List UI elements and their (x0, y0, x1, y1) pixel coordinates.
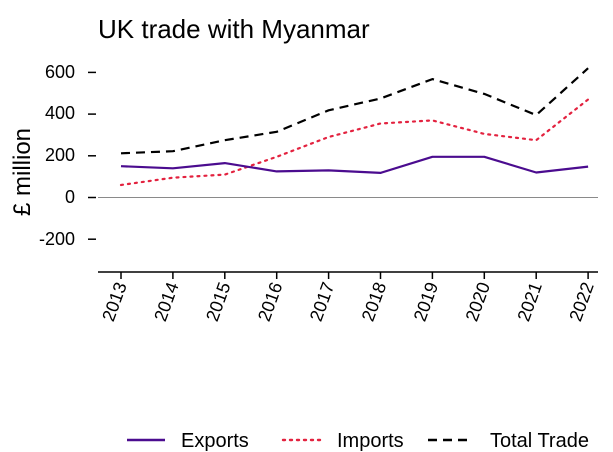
legend: Exports Imports Total Trade (127, 430, 589, 452)
x-tick-label: 2022 (565, 280, 597, 324)
x-tick-label: 2016 (254, 280, 286, 324)
x-tick-label: 2014 (150, 280, 182, 324)
legend-label-imports: Imports (337, 430, 404, 452)
x-tick-label: 2020 (462, 280, 494, 324)
series-line-exports (120, 155, 589, 174)
y-tick-label: 200 (45, 145, 75, 165)
series-line-total-trade (120, 67, 589, 155)
series-line-imports (119, 98, 590, 187)
y-tick-marks (88, 71, 96, 240)
chart-title: UK trade with Myanmar (98, 14, 370, 44)
y-tick-label: 400 (45, 103, 75, 123)
y-tick-label: 600 (45, 62, 75, 82)
x-tick-label: 2018 (358, 280, 390, 324)
x-tick-label: 2017 (306, 280, 338, 324)
x-ticks: 2013 2014 2015 2016 2017 2018 2019 2020 2021 2022 (98, 272, 598, 324)
y-tick-label: -200 (39, 229, 75, 249)
x-tick-label: 2021 (513, 280, 545, 324)
x-tick-label: 2019 (410, 280, 442, 324)
x-tick-label: 2013 (98, 280, 130, 324)
x-tick-label: 2015 (202, 280, 234, 324)
y-tick-label: 0 (65, 187, 75, 207)
legend-label-exports: Exports (181, 430, 249, 452)
y-tick-labels: 600 400 200 0 -200 (39, 62, 75, 249)
y-axis-label: £ million (9, 128, 36, 216)
series-lines (119, 67, 590, 187)
legend-label-total-trade: Total Trade (490, 430, 589, 452)
